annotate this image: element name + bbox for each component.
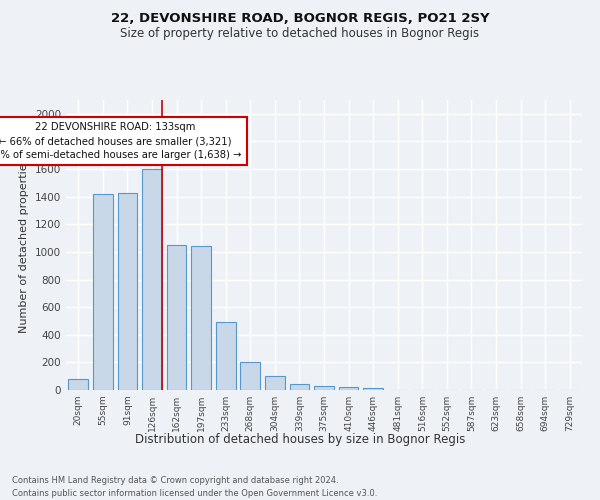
Bar	[364, 388, 383, 390]
Bar	[167, 245, 187, 390]
Bar	[118, 192, 137, 390]
Text: Size of property relative to detached houses in Bognor Regis: Size of property relative to detached ho…	[121, 28, 479, 40]
Text: 22 DEVONSHIRE ROAD: 133sqm
← 66% of detached houses are smaller (3,321)
33% of s: 22 DEVONSHIRE ROAD: 133sqm ← 66% of deta…	[0, 122, 242, 160]
Text: 22, DEVONSHIRE ROAD, BOGNOR REGIS, PO21 2SY: 22, DEVONSHIRE ROAD, BOGNOR REGIS, PO21 …	[110, 12, 490, 26]
Bar	[93, 194, 113, 390]
Text: Distribution of detached houses by size in Bognor Regis: Distribution of detached houses by size …	[135, 432, 465, 446]
Bar	[142, 169, 162, 390]
Text: Contains HM Land Registry data © Crown copyright and database right 2024.
Contai: Contains HM Land Registry data © Crown c…	[12, 476, 377, 498]
Bar	[339, 387, 358, 390]
Bar	[216, 322, 236, 390]
Bar	[68, 379, 88, 390]
Bar	[314, 386, 334, 390]
Bar	[290, 384, 309, 390]
Y-axis label: Number of detached properties: Number of detached properties	[19, 158, 29, 332]
Bar	[265, 376, 284, 390]
Bar	[241, 362, 260, 390]
Bar	[191, 246, 211, 390]
